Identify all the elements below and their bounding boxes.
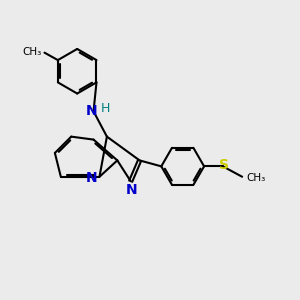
Text: H: H — [101, 103, 110, 116]
Text: N: N — [86, 104, 98, 118]
Text: N: N — [125, 182, 137, 197]
Text: CH₃: CH₃ — [247, 173, 266, 183]
Text: N: N — [85, 171, 97, 185]
Text: CH₃: CH₃ — [23, 47, 42, 57]
Text: S: S — [219, 158, 229, 172]
